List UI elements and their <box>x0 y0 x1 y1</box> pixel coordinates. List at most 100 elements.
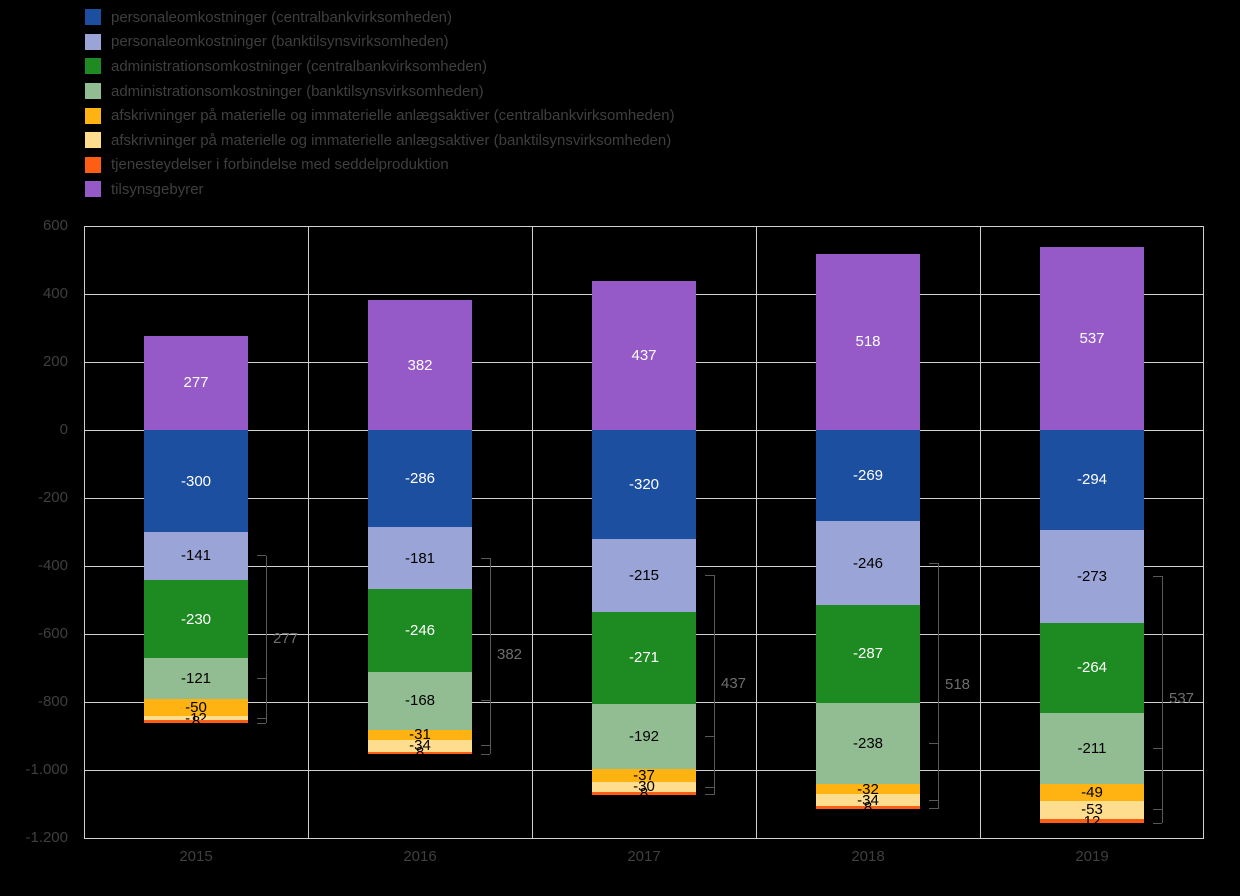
legend-item: tilsynsgebyrer <box>85 177 675 202</box>
legend-swatch-administration-centralbank <box>85 58 101 75</box>
legend-item: administrationsomkostninger (centralbank… <box>85 54 675 79</box>
legend-item: personaleomkostninger (centralbankvirkso… <box>85 5 675 30</box>
x-axis: 2015 2016 2017 2018 2019 <box>84 848 1204 868</box>
x-axis-label: 2019 <box>1075 848 1109 865</box>
y-axis-tick-label: -400 <box>37 557 68 574</box>
gridline-vertical <box>84 226 85 838</box>
bar-segment: 382 <box>368 300 472 430</box>
bracket-tick <box>257 722 266 724</box>
gridline-horizontal <box>84 837 1204 839</box>
bracket-tick <box>929 799 938 801</box>
gridline-vertical <box>980 226 981 838</box>
y-axis-tick-label: -1.000 <box>25 761 68 778</box>
bracket-value-label: 518 <box>945 676 971 694</box>
bar-segment: -49 <box>1040 784 1144 801</box>
bar-segment: 518 <box>816 253 920 430</box>
bar-segment: 8 <box>368 744 472 761</box>
bar-segment: -273 <box>1040 529 1144 623</box>
gridline-vertical <box>532 226 533 838</box>
bar-segment: -264 <box>1040 622 1144 713</box>
bracket-tick <box>481 753 490 755</box>
y-axis-tick-label: -600 <box>37 625 68 642</box>
legend-swatch-tilsynsgebyrer <box>85 181 101 198</box>
bar-segment: -320 <box>592 430 696 539</box>
bar-segment: -30 <box>592 778 696 795</box>
bracket-tick <box>1153 575 1162 577</box>
legend-swatch-afskrivninger-banktilsyn <box>85 132 101 149</box>
bar-segment: -192 <box>592 704 696 770</box>
legend-label: personaleomkostninger (banktilsynsvirkso… <box>111 33 449 51</box>
bar-segment: -34 <box>816 792 920 809</box>
legend-label: administrationsomkostninger (banktilsyns… <box>111 82 484 100</box>
legend-swatch-personale-centralbank <box>85 9 101 26</box>
bracket-line <box>938 563 939 809</box>
bar-segment: -271 <box>592 611 696 705</box>
bracket-value-label: 277 <box>273 629 299 647</box>
bracket-value-label: 437 <box>721 675 747 693</box>
legend-swatch-personale-banktilsyn <box>85 33 101 50</box>
bar-segment: -230 <box>144 579 248 659</box>
y-axis-tick-label: 400 <box>42 285 68 302</box>
bracket-tick <box>929 742 938 744</box>
bar-segment: 277 <box>144 335 248 430</box>
bracket-tick <box>481 745 490 747</box>
gridline-vertical <box>308 226 309 838</box>
bracket-line <box>490 558 491 755</box>
plot-area: -300 -141 -230 -121 -50 -12 8 277 277 -286 -181 -24… <box>84 225 1204 839</box>
legend-item: administrationsomkostninger (banktilsyns… <box>85 79 675 104</box>
bracket-tick <box>1153 809 1162 811</box>
bar-segment: -215 <box>592 538 696 612</box>
bar-segment: -121 <box>144 658 248 700</box>
bracket-line <box>1162 576 1163 824</box>
bar-segment: 437 <box>592 281 696 430</box>
bar-segment: -34 <box>368 737 472 754</box>
bar-segment: -37 <box>592 767 696 784</box>
bar-segment: -181 <box>368 527 472 589</box>
bar-segment: 8 <box>592 785 696 802</box>
y-axis-tick-label: 0 <box>59 421 68 438</box>
bar-segment: -53 <box>1040 800 1144 819</box>
y-axis: 600 400 200 0 -200 -400 -600 -800 -1.000 -1.200 <box>0 217 76 846</box>
bar-segment: 8 <box>144 713 248 730</box>
legend-label: tilsynsgebyrer <box>111 180 204 198</box>
bracket-tick <box>1153 822 1162 824</box>
bracket-tick <box>705 794 714 796</box>
bar-segment: -211 <box>1040 712 1144 785</box>
legend-label: afskrivninger på materielle og immaterie… <box>111 131 672 149</box>
bracket-line <box>266 555 267 724</box>
y-axis-tick-label: 600 <box>42 217 68 234</box>
bar-segment: -141 <box>144 532 248 580</box>
y-axis-tick-label: -1.200 <box>25 829 68 846</box>
bar-segment: -269 <box>816 430 920 522</box>
bar-segment: 12 <box>1040 813 1144 830</box>
bar-segment: -168 <box>368 672 472 730</box>
bracket-value-label: 537 <box>1169 689 1195 707</box>
bar-segment: -31 <box>368 726 472 743</box>
bar-segment: -32 <box>816 781 920 798</box>
legend-item: personaleomkostninger (banktilsynsvirkso… <box>85 30 675 55</box>
bracket-value-label: 382 <box>497 646 523 664</box>
bracket-tick <box>481 700 490 702</box>
y-axis-tick-label: -200 <box>37 489 68 506</box>
y-axis-tick-label: 200 <box>42 353 68 370</box>
gridline-vertical <box>756 226 757 838</box>
bar-segment: -294 <box>1040 430 1144 530</box>
gridline-horizontal <box>84 225 1204 227</box>
legend-label: tjenesteydelser i forbindelse med seddel… <box>111 156 449 174</box>
bracket-tick <box>257 555 266 557</box>
bracket-tick <box>1153 747 1162 749</box>
bar-segment: -246 <box>368 588 472 673</box>
bar-segment: -50 <box>144 699 248 717</box>
bracket-tick <box>929 562 938 564</box>
x-axis-label: 2015 <box>179 848 213 865</box>
bar-segment: -300 <box>144 430 248 532</box>
bar-segment: -286 <box>368 430 472 528</box>
legend-item: tjenesteydelser i forbindelse med seddel… <box>85 153 675 178</box>
legend-swatch-afskrivninger-centralbank <box>85 107 101 124</box>
bracket-tick <box>705 736 714 738</box>
legend-label: administrationsomkostninger (centralbank… <box>111 57 488 75</box>
legend: personaleomkostninger (centralbankvirkso… <box>85 5 675 202</box>
x-axis-label: 2018 <box>851 848 885 865</box>
bracket-tick <box>481 557 490 559</box>
